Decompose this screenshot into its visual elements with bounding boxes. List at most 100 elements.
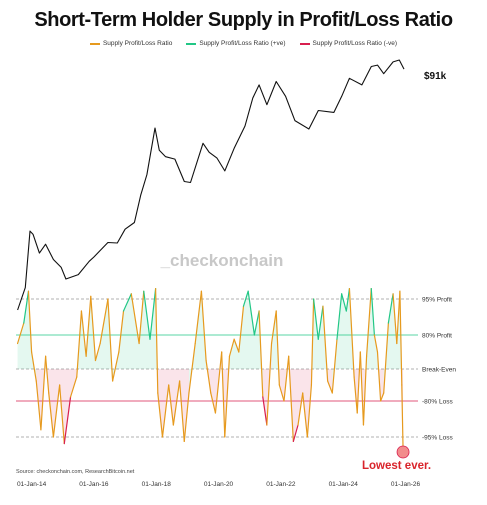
ratio-segment-8 <box>52 384 61 438</box>
level-label-1: 80% Profit <box>422 333 452 340</box>
ratio-segment-45 <box>247 290 255 336</box>
x-tick-label-5: 01-Jan-24 <box>329 481 359 488</box>
ratio-segment-33 <box>188 342 196 394</box>
ratio-segment-28 <box>161 384 170 438</box>
ratio-segment-56 <box>297 392 304 426</box>
ratio-segment-11 <box>69 376 78 398</box>
ratio-segment-19 <box>112 351 120 382</box>
ratio-segment-20 <box>118 310 125 353</box>
ratio-segment-61 <box>317 305 324 340</box>
ratio-segment-44 <box>242 290 249 307</box>
ratio-segment-16 <box>94 342 101 362</box>
legend-swatch-ratio <box>89 42 100 45</box>
lowest-ever-annotation: Lowest ever. <box>362 460 432 472</box>
ratio-segment-40 <box>224 355 231 438</box>
ratio-segment-55 <box>292 424 299 442</box>
ratio-segment-82 <box>399 290 403 386</box>
ratio-segment-9 <box>59 384 65 445</box>
ratio-segment-68 <box>348 288 355 378</box>
legend-item-ratio: Supply Profit/Loss Ratio <box>89 40 172 47</box>
ratio-segment-30 <box>172 380 181 426</box>
ratio-segment-81 <box>396 290 401 345</box>
ratio-segment-43 <box>238 305 245 353</box>
ratio-segment-10 <box>63 396 72 445</box>
ratio-segment-14 <box>85 295 92 357</box>
ratio-segment-26 <box>155 288 159 394</box>
ratio-segment-77 <box>380 392 385 402</box>
ratio-segment-21 <box>122 293 132 312</box>
ratio-segment-75 <box>373 334 379 353</box>
ratio-segment-71 <box>359 351 365 426</box>
ratio-segment-23 <box>138 290 145 345</box>
ratio-segment-25 <box>149 288 157 340</box>
legend-label-negative: Supply Profit/Loss Ratio (-ve) <box>312 40 398 47</box>
x-tick-label-3: 01-Jan-20 <box>204 481 234 488</box>
ratio-segment-18 <box>107 298 114 382</box>
chart-watermark: _checkonchain <box>160 251 284 270</box>
ratio-segment-73 <box>365 288 372 357</box>
ratio-segment-13 <box>80 310 87 357</box>
ratio-segment-1 <box>23 290 30 324</box>
ratio-segment-32 <box>183 392 190 442</box>
ratio-segment-39 <box>221 351 226 438</box>
ratio-segment-31 <box>179 380 185 442</box>
chart-legend: Supply Profit/Loss Ratio Supply Profit/L… <box>0 40 487 47</box>
legend-swatch-negative <box>299 42 310 45</box>
ratio-segment-58 <box>306 384 313 438</box>
legend-label-positive: Supply Profit/Loss Ratio (+ve) <box>199 40 286 47</box>
legend-item-positive: Supply Profit/Loss Ratio (+ve) <box>186 40 286 47</box>
ratio-segment-59 <box>310 298 315 386</box>
chart-source: Source: checkonchain.com, ResearchBitcoi… <box>16 469 135 475</box>
ratio-segment-80 <box>392 293 398 345</box>
ratio-segment-52 <box>278 384 285 402</box>
price-last-label: $91k <box>424 71 447 82</box>
ratio-segment-29 <box>168 384 174 426</box>
ratio-segment-46 <box>253 310 260 336</box>
ratio-segment-48 <box>262 396 268 426</box>
ratio-segment-34 <box>194 290 203 345</box>
ratio-segment-67 <box>345 288 351 312</box>
ratio-segment-7 <box>48 392 54 438</box>
ratio-segment-66 <box>341 293 347 312</box>
ratio-segment-65 <box>336 293 343 340</box>
ratio-segment-22 <box>130 293 140 345</box>
ratio-segment-37 <box>210 392 217 414</box>
ratio-segment-76 <box>376 351 382 402</box>
ratio-segment-74 <box>370 288 375 336</box>
ratio-segment-4 <box>35 380 42 431</box>
x-tick-label-6: 01-Jan-26 <box>391 481 421 488</box>
ratio-segment-24 <box>143 290 151 340</box>
x-tick-label-0: 01-Jan-14 <box>17 481 47 488</box>
ratio-segment-72 <box>362 355 368 426</box>
ratio-positive-area <box>17 288 402 397</box>
ratio-segment-17 <box>99 298 109 345</box>
ratio-segment-57 <box>302 392 308 438</box>
x-tick-label-2: 01-Jan-18 <box>142 481 172 488</box>
ratio-segment-3 <box>30 351 37 382</box>
ratio-segment-36 <box>205 359 212 394</box>
x-tick-label-4: 01-Jan-22 <box>266 481 296 488</box>
ratio-segment-41 <box>228 338 235 357</box>
legend-item-negative: Supply Profit/Loss Ratio (-ve) <box>299 40 398 47</box>
ratio-segment-63 <box>327 380 333 394</box>
ratio-segment-5 <box>40 355 47 431</box>
ratio-segment-6 <box>45 355 50 394</box>
ratio-segment-79 <box>387 293 394 324</box>
ratio-segment-50 <box>270 310 277 345</box>
ratio-segment-2 <box>27 290 33 353</box>
ratio-segment-47 <box>258 310 264 398</box>
ratio-segment-27 <box>157 392 164 438</box>
ratio-segment-42 <box>233 338 240 353</box>
ratio-segment-53 <box>283 355 290 402</box>
ratio-segment-49 <box>266 342 273 426</box>
ratio-segment-62 <box>322 305 329 382</box>
ratio-segment-12 <box>76 310 83 378</box>
price-line <box>17 59 405 311</box>
legend-swatch-positive <box>186 42 197 45</box>
ratio-segment-78 <box>383 322 389 394</box>
ratio-segment-35 <box>200 290 207 362</box>
ratio-segment-15 <box>90 295 97 362</box>
level-label-4: -95% Loss <box>422 435 453 442</box>
chart-title: Short-Term Holder Supply in Profit/Loss … <box>34 9 453 31</box>
